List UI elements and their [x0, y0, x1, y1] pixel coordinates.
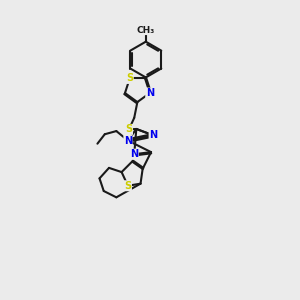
Text: N: N: [146, 88, 154, 98]
Text: N: N: [124, 136, 132, 146]
Text: S: S: [124, 181, 131, 191]
Text: S: S: [125, 124, 133, 134]
Text: CH₃: CH₃: [137, 26, 155, 34]
Text: S: S: [126, 74, 133, 83]
Text: N: N: [130, 149, 138, 159]
Text: N: N: [149, 130, 157, 140]
